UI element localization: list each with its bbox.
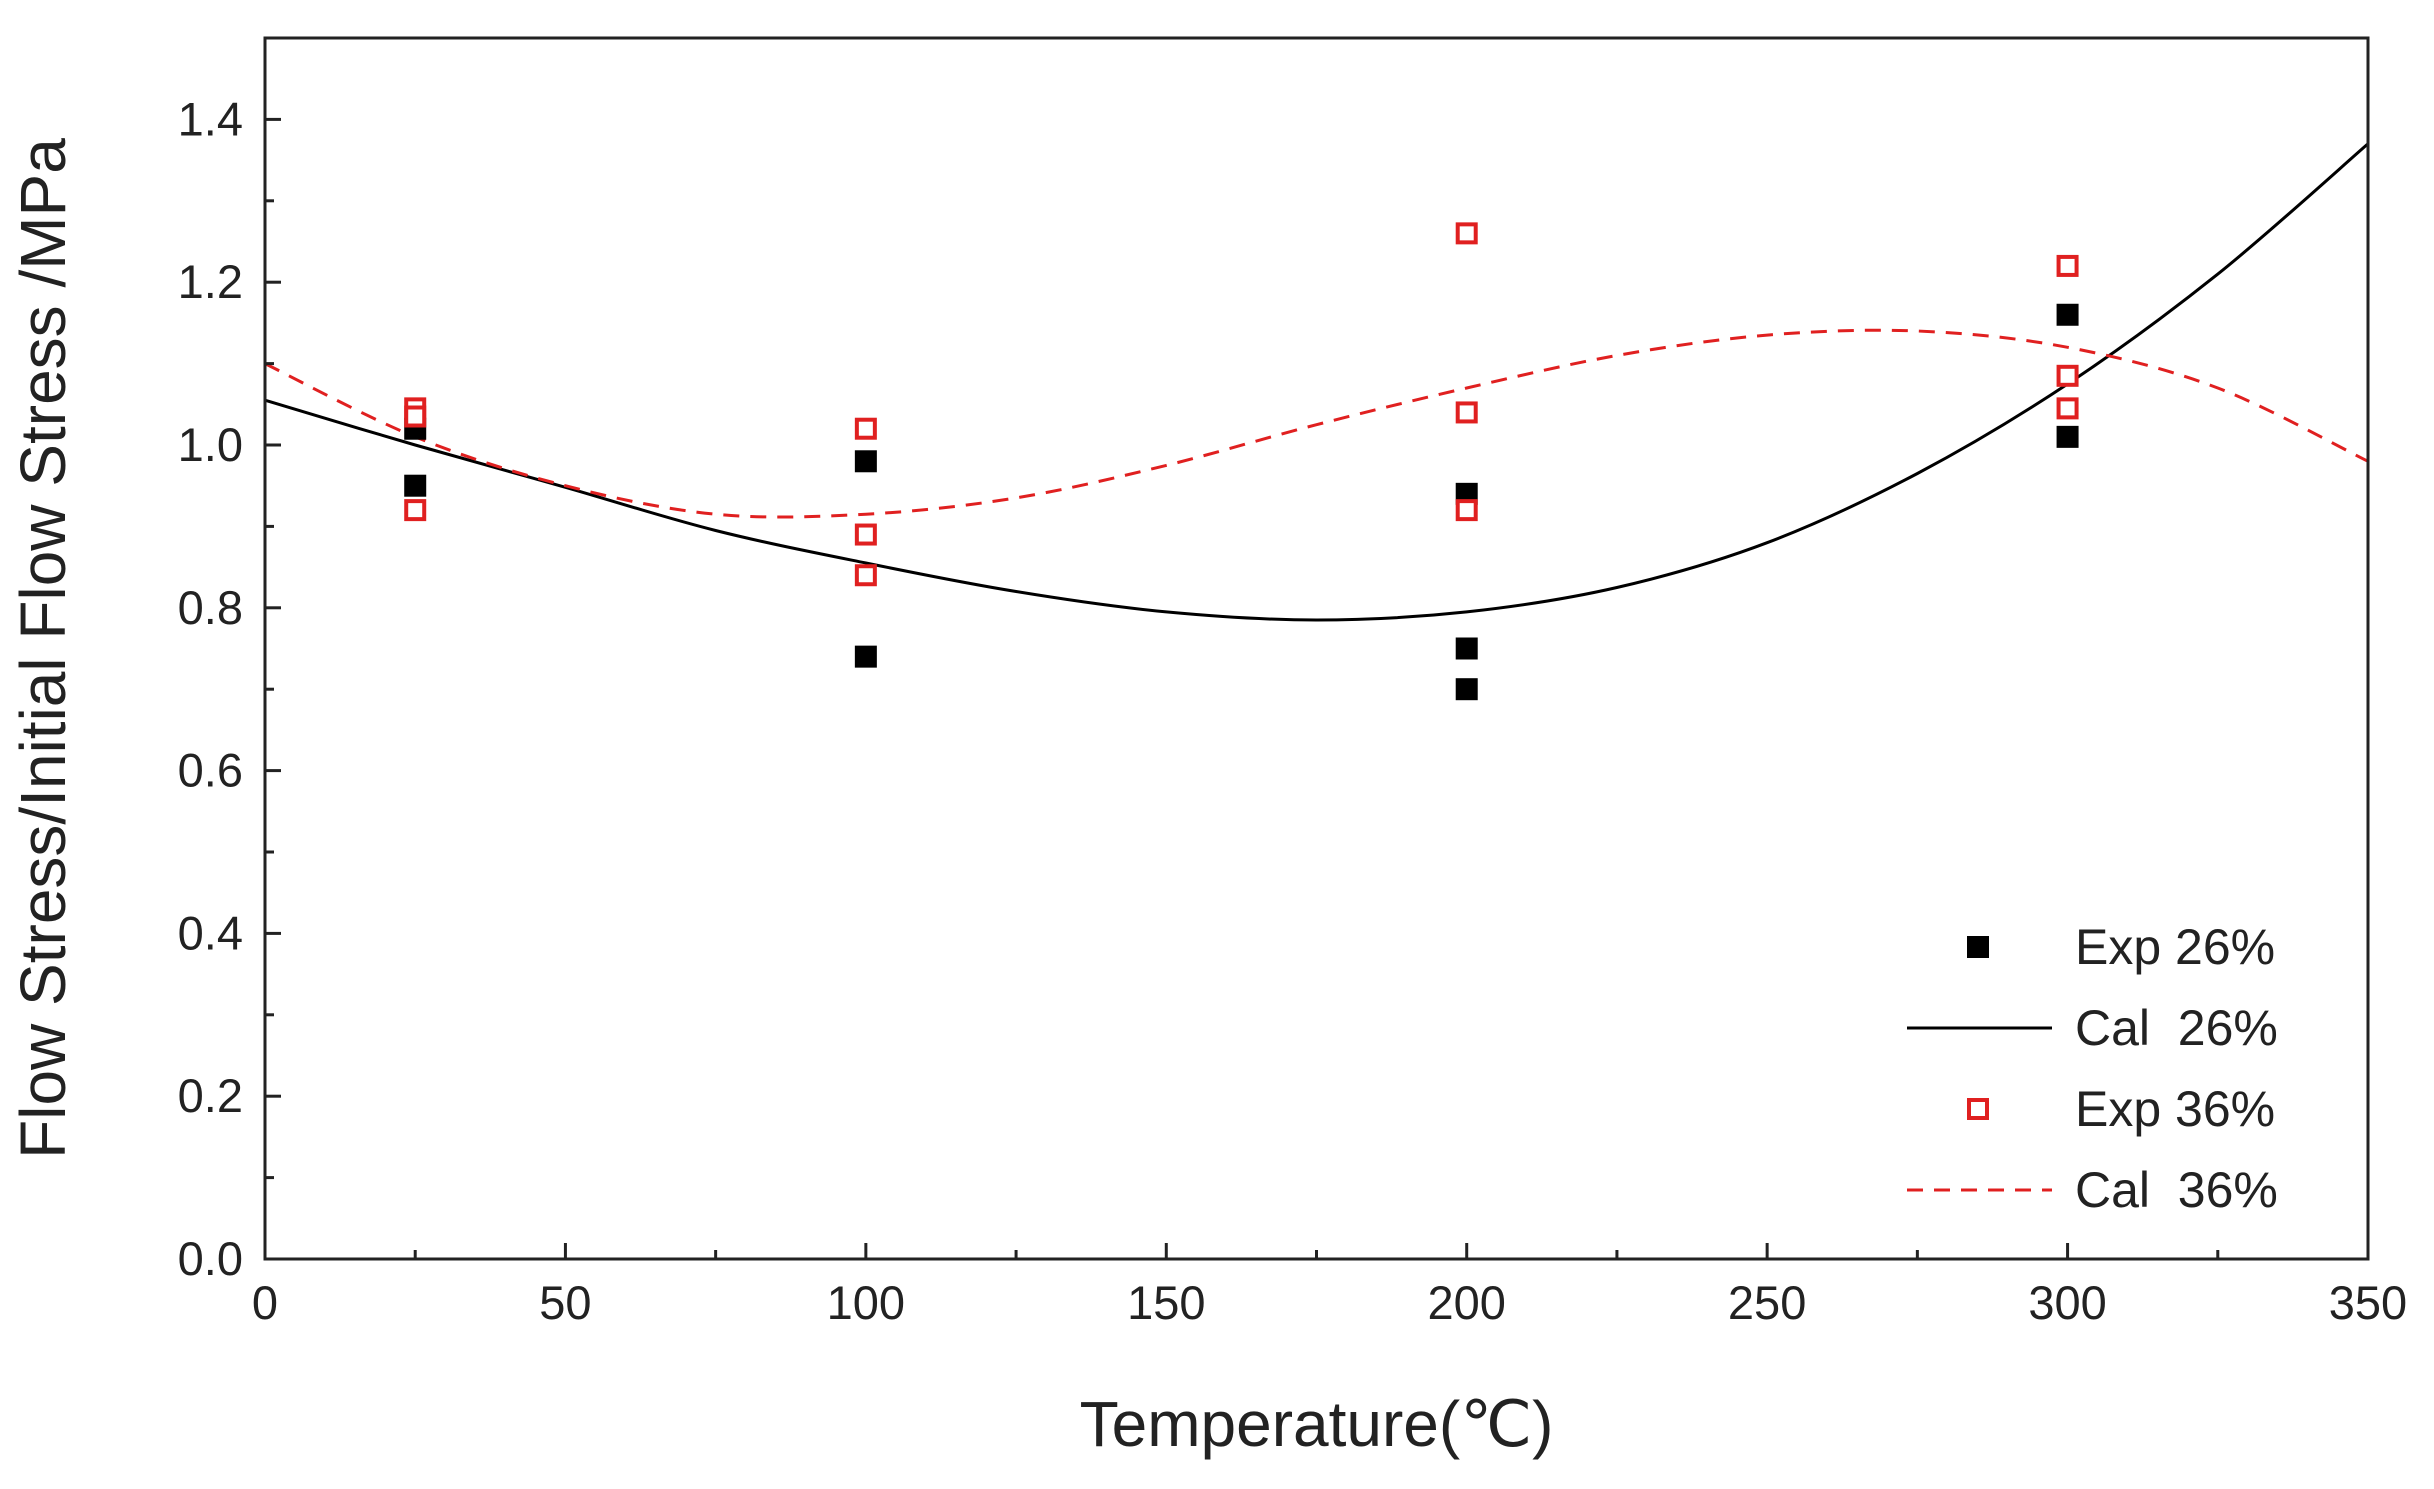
x-tick-label: 200	[1428, 1276, 1506, 1329]
y-tick-label: 0.0	[178, 1232, 243, 1285]
x-tick-label: 300	[2028, 1276, 2106, 1329]
x-tick-label: 100	[827, 1276, 905, 1329]
x-tick-label: 350	[2329, 1276, 2407, 1329]
y-axis-ticks: 0.0 0.2 0.4 0.6 0.8 1.0 1.2 1.4	[178, 36, 281, 1285]
series-line	[264, 142, 2369, 622]
data-point	[854, 645, 877, 668]
data-point	[1455, 678, 1478, 701]
legend: Exp 26% Cal 26% Exp 36% Cal 36%	[1907, 919, 2278, 1218]
x-tick-label: 50	[539, 1276, 591, 1329]
data-point	[1455, 637, 1478, 660]
y-tick-label: 0.6	[178, 744, 243, 797]
x-axis-ticks: 0 50 100 150 200 250 300 350	[252, 1243, 2407, 1329]
data-point	[1455, 499, 1478, 522]
legend-symbol	[1967, 936, 1989, 958]
data-point	[1455, 222, 1478, 245]
data-point	[2056, 254, 2079, 277]
y-tick-label: 0.4	[178, 906, 243, 959]
plot-series	[264, 142, 2369, 701]
y-axis-title: Flow Stress/Initial Flow Stress /MPa	[7, 138, 79, 1159]
data-point	[854, 450, 877, 473]
y-tick-label: 1.4	[178, 92, 243, 145]
data-point	[2056, 303, 2079, 326]
legend-label: Cal 26%	[2075, 1000, 2278, 1056]
data-point	[2056, 397, 2079, 420]
data-point	[404, 474, 427, 497]
data-point	[404, 499, 427, 522]
x-tick-label: 250	[1728, 1276, 1806, 1329]
legend-label: Exp 26%	[2075, 919, 2275, 975]
series-line	[264, 328, 2369, 519]
legend-symbol	[1967, 1098, 1989, 1120]
legend-label: Cal 36%	[2075, 1162, 2278, 1218]
legend-label: Exp 36%	[2075, 1081, 2275, 1137]
data-point	[1455, 401, 1478, 424]
x-axis-title: Temperature(℃)	[1080, 1388, 1554, 1460]
data-point	[2056, 425, 2079, 448]
y-tick-label: 0.8	[178, 581, 243, 634]
data-point	[854, 564, 877, 587]
x-tick-label: 0	[252, 1276, 278, 1329]
y-tick-label: 1.0	[178, 418, 243, 471]
y-tick-label: 0.2	[178, 1069, 243, 1122]
data-point	[854, 523, 877, 546]
data-point	[2056, 364, 2079, 387]
data-point	[854, 417, 877, 440]
data-point	[404, 405, 427, 428]
x-tick-label: 150	[1127, 1276, 1205, 1329]
y-tick-label: 1.2	[178, 255, 243, 308]
